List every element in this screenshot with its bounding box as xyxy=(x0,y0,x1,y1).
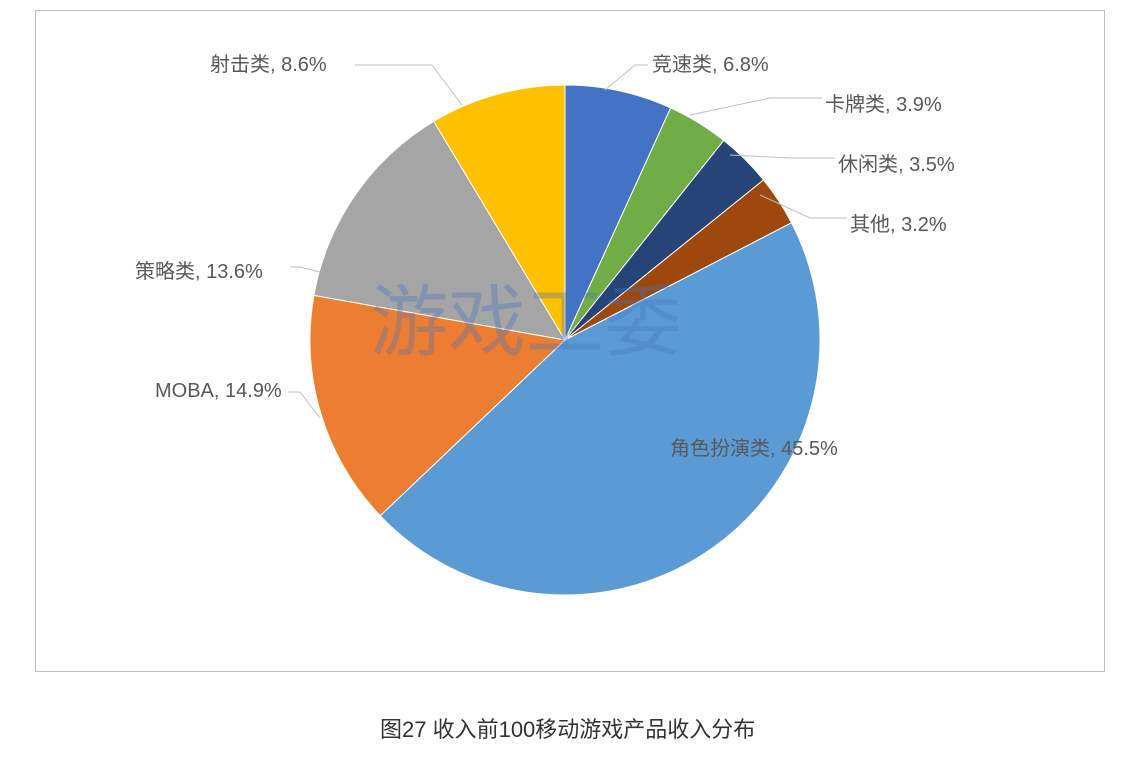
leader-line xyxy=(355,65,462,105)
slice-label: 卡牌类, 3.9% xyxy=(825,88,942,117)
slice-label: 角色扮演类, 45.5% xyxy=(670,432,838,461)
slice-label: 竞速类, 6.8% xyxy=(652,48,769,77)
leader-line xyxy=(605,65,648,90)
slice-label: 其他, 3.2% xyxy=(850,208,947,237)
slice-label: MOBA, 14.9% xyxy=(155,380,282,403)
slice-label: 射击类, 8.6% xyxy=(210,48,327,77)
slice-label: 休闲类, 3.5% xyxy=(838,148,955,177)
figure-caption: 图27 收入前100移动游戏产品收入分布 xyxy=(380,712,755,744)
leader-line xyxy=(288,392,320,418)
leader-line xyxy=(290,267,320,272)
leader-line xyxy=(730,155,835,158)
leader-line xyxy=(690,98,822,115)
slice-label: 策略类, 13.6% xyxy=(135,255,263,284)
